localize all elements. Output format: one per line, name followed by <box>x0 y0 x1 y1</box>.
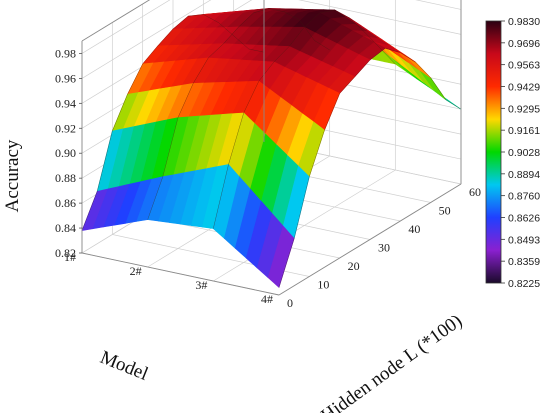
surface-model-line <box>147 8 330 220</box>
surface-patch <box>419 70 447 100</box>
model-tick-label: 3# <box>195 278 207 292</box>
surface-model-line <box>81 14 265 231</box>
colorbar-tick-label: 0.8894 <box>508 169 540 181</box>
z-tick-label: 0.90 <box>55 146 76 160</box>
colorbar-tick-label: 0.9028 <box>508 147 540 159</box>
colorbar-tick-label: 0.8225 <box>508 278 540 290</box>
hidden-node-tick-label: 0 <box>287 296 293 310</box>
z-axis-label: Accuracy <box>2 139 23 212</box>
z-tick-label: 0.92 <box>55 121 76 135</box>
model-tick-label: 1# <box>64 250 76 264</box>
axis-line <box>81 0 151 42</box>
colorbar-tick-label: 0.8359 <box>508 256 540 268</box>
z-tick-label: 0.88 <box>55 171 76 185</box>
colorbar-tick-label: 0.8760 <box>508 191 540 203</box>
hidden-node-tick-label: 10 <box>317 278 329 292</box>
colorbar-tick-label: 0.9161 <box>508 125 540 137</box>
hidden-node-tick-label: 40 <box>408 222 420 236</box>
colorbar-tick-label: 0.9429 <box>508 82 540 94</box>
model-tick-label: 2# <box>130 264 142 278</box>
colorbar-tick-label: 0.8626 <box>508 213 540 225</box>
surface-mesh <box>81 8 462 289</box>
z-tick-label: 0.94 <box>55 96 76 110</box>
surface-patch <box>408 62 436 92</box>
hidden-node-tick-label: 60 <box>469 185 481 199</box>
colorbar: 0.9830 0.9696 0.9563 0.9429 0.9295 0.9161 0.90… <box>485 16 540 290</box>
x-axis-label: Model <box>97 347 151 385</box>
hidden-node-tick-label: 30 <box>378 241 390 255</box>
colorbar-tick-label: 0.9696 <box>508 38 540 50</box>
colorbar-tick-label: 0.9295 <box>508 103 540 115</box>
colorbar-gradient <box>485 20 502 284</box>
z-tick-label: 0.96 <box>55 71 76 85</box>
axis-line <box>81 252 280 296</box>
y-axis-label: Hidden node L (*100) <box>317 310 466 413</box>
hidden-node-tick-label: 50 <box>439 204 451 218</box>
z-tick-label: 0.98 <box>55 46 76 60</box>
colorbar-tick-label: 0.8493 <box>508 234 540 246</box>
surface-model-line <box>278 47 462 288</box>
surface-model-line <box>213 9 396 229</box>
z-tick-label: 0.86 <box>55 196 76 210</box>
model-tick-label: 4# <box>261 292 273 306</box>
z-tick-label: 0.82 <box>55 246 76 260</box>
hidden-node-tick-label: 20 <box>348 259 360 273</box>
z-tick-label: 0.84 <box>55 221 76 235</box>
axes-frame <box>81 0 462 296</box>
colorbar-tick-label: 0.9563 <box>508 60 540 72</box>
tick-labels: 0.82 0.84 0.86 0.88 0.90 0.92 0.94 0.96 0.98 1# 2#… <box>55 46 481 310</box>
axis-line <box>278 183 462 296</box>
colorbar-tick-label: 0.9830 <box>508 16 540 28</box>
